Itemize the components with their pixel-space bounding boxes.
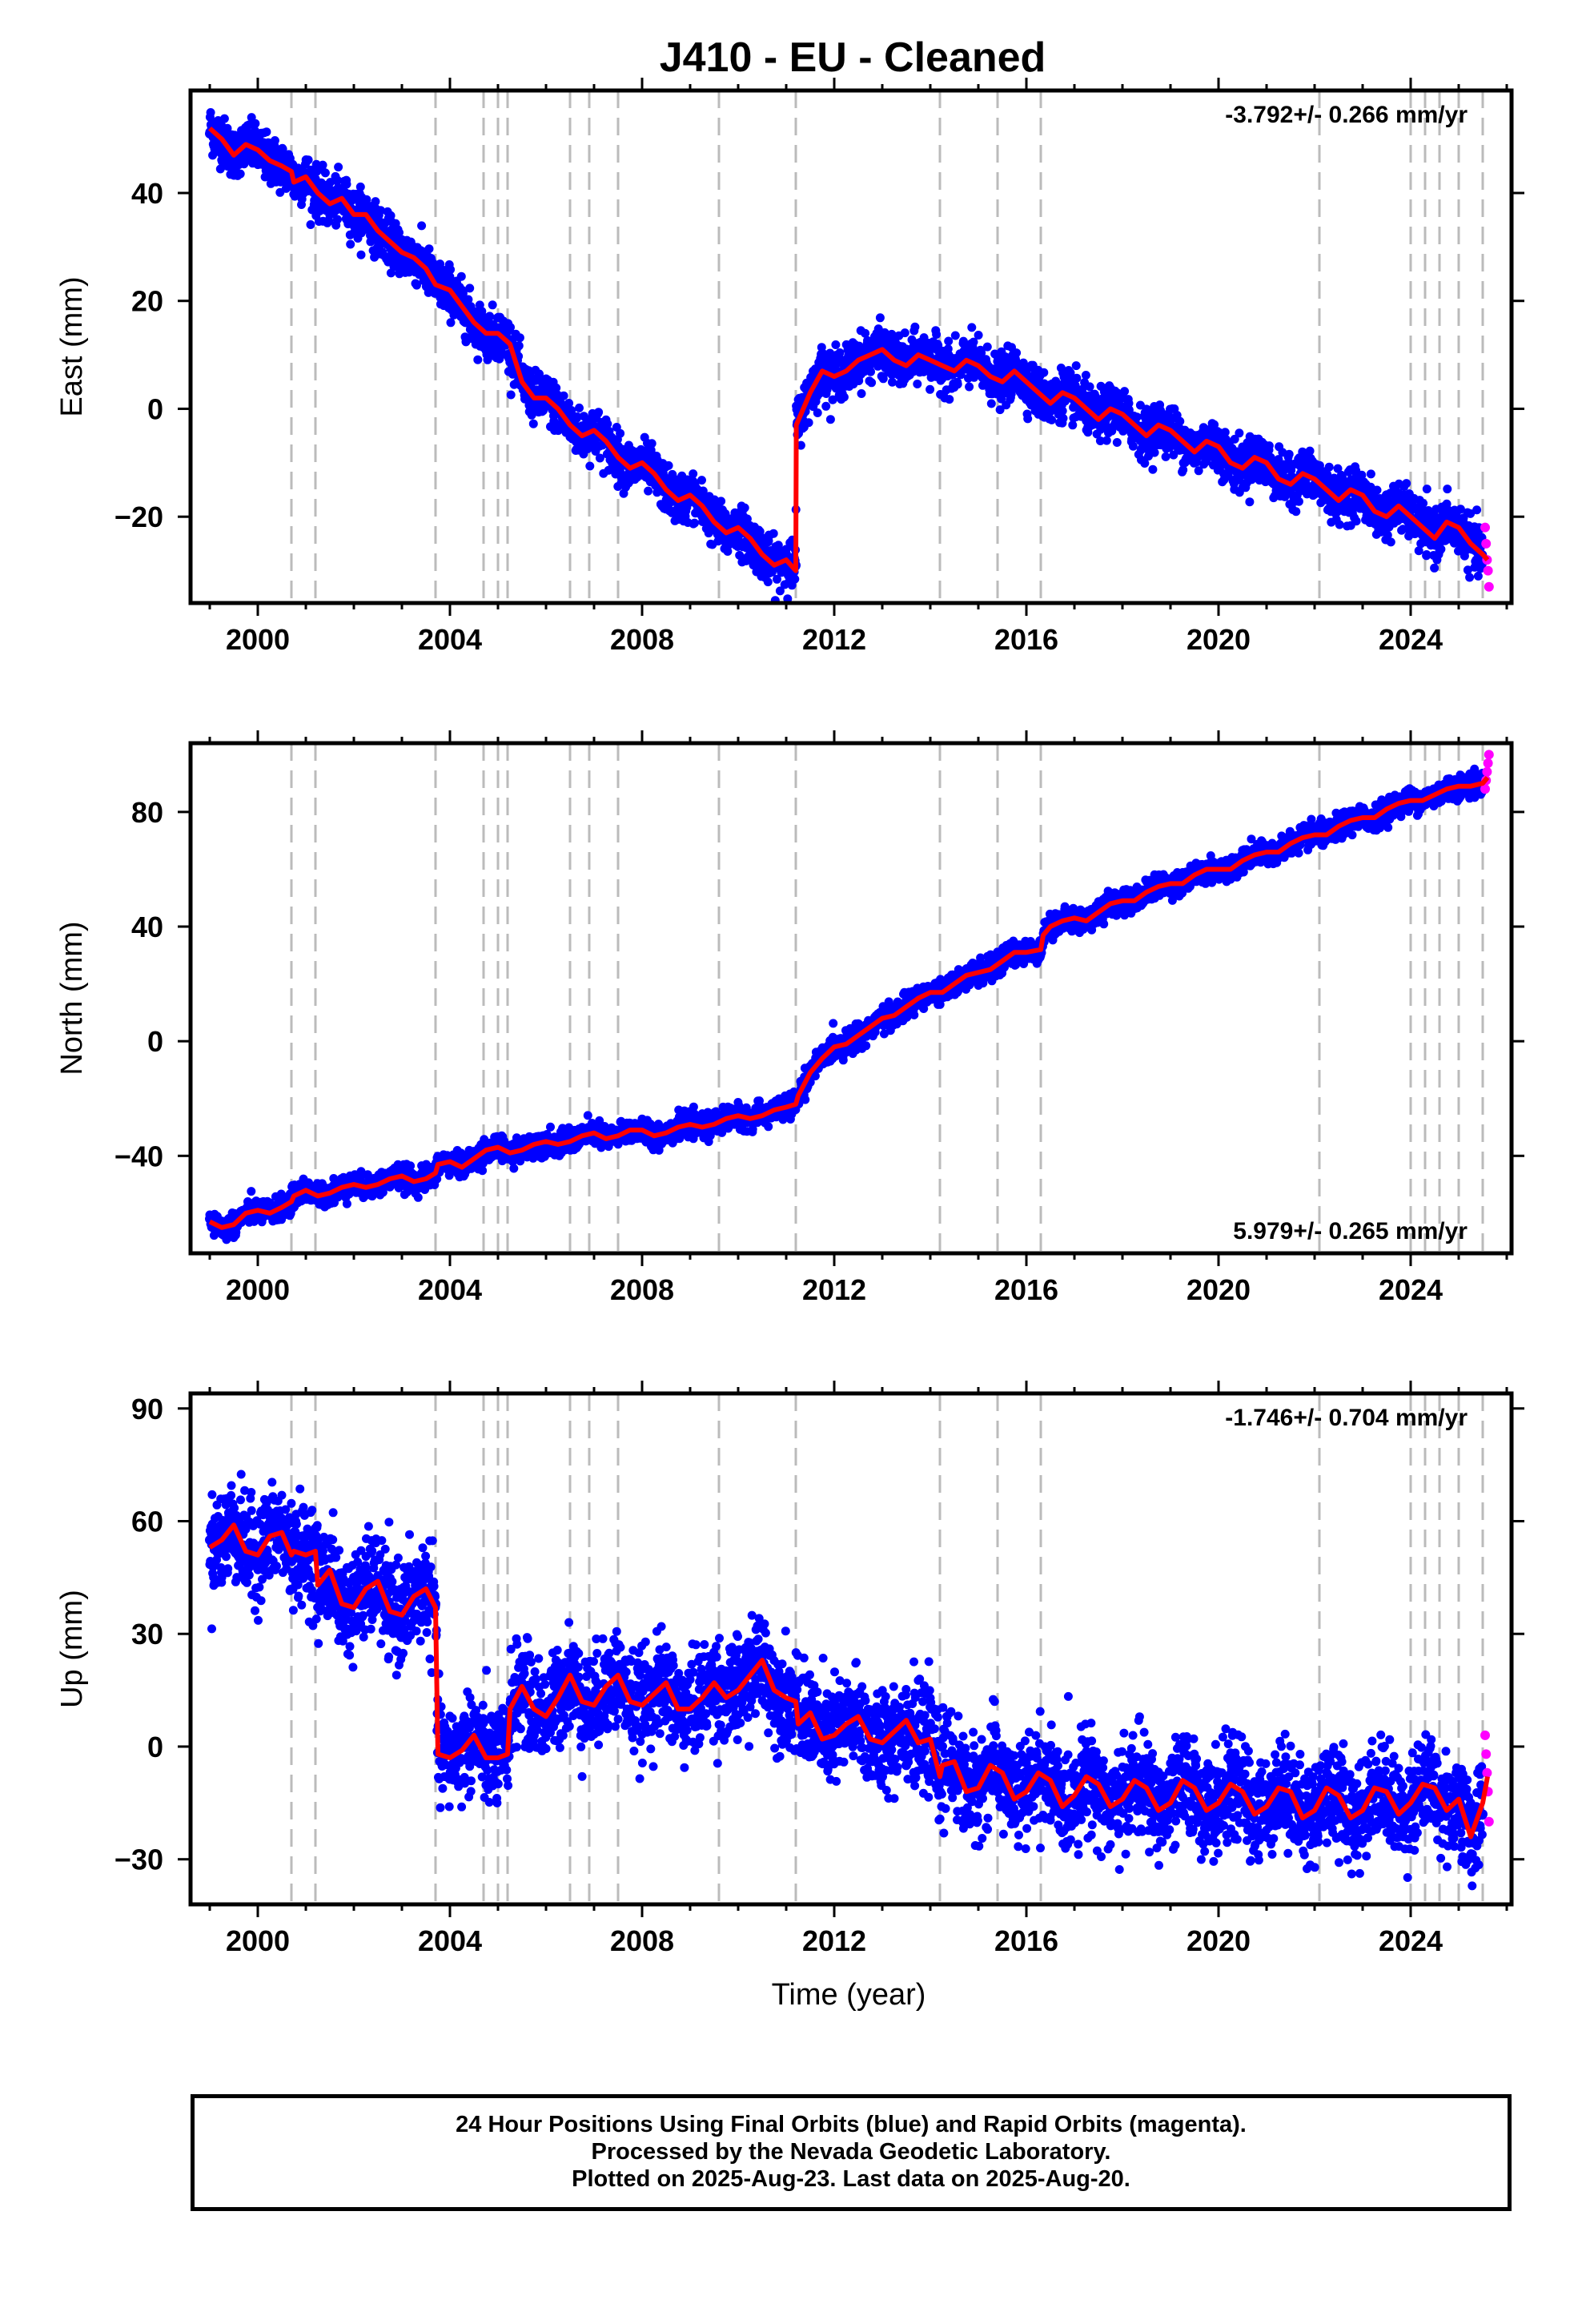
x-tick-label: 2004 (418, 1924, 482, 1957)
rapid-data-point (1482, 1767, 1492, 1778)
up-panel: 2000 2004 2008 2012 2016 2020 2024 −30 0 30 60 90 Up… (55, 1381, 1524, 2012)
rapid-data-point (1481, 1749, 1492, 1759)
x-tick-label: 2000 (226, 1273, 290, 1306)
rapid-data-point (1483, 758, 1493, 769)
y-tick-label: −30 (114, 1844, 163, 1876)
y-axis-label: North (mm) (55, 921, 89, 1075)
east-panel: 2000 2004 2008 2012 2016 2020 2024 −20 0 20 40 East… (55, 78, 1524, 656)
velocity-annotation: 5.979+/- 0.265 mm/yr (1233, 1218, 1468, 1244)
plot-frame (188, 88, 1514, 605)
north-panel: 2000 2004 2008 2012 2016 2020 2024 −40 0 40 80 Nort… (55, 730, 1524, 1306)
x-tick-label: 2024 (1379, 1924, 1443, 1957)
footer-box: 24 Hour Positions Using Final Orbits (bl… (191, 2094, 1512, 2211)
y-tick-label: 0 (147, 392, 163, 425)
y-tick-label: −20 (114, 501, 163, 533)
x-tick-label: 2020 (1186, 1273, 1251, 1306)
data-point-cloud (205, 108, 1488, 603)
model-line (208, 126, 1490, 573)
rapid-data-point (1483, 565, 1493, 576)
y-axis-label: Up (mm) (55, 1590, 89, 1708)
x-tick-label: 2000 (226, 1924, 290, 1957)
y-tick-label: 40 (131, 911, 163, 943)
x-tick-label: 2020 (1186, 1924, 1251, 1957)
y-tick-label: 40 (131, 177, 163, 210)
x-tick-label: 2004 (418, 623, 482, 656)
x-tick-label: 2024 (1379, 623, 1443, 656)
rapid-data-point (1480, 784, 1490, 794)
x-axis-label: Time (year) (772, 1978, 926, 2012)
rapid-data-point (1484, 1816, 1494, 1827)
model-line (208, 1522, 1490, 1839)
page-title: J410 - EU - Cleaned (659, 34, 1046, 81)
rapid-data-point (1480, 1730, 1490, 1740)
x-tick-label: 2008 (610, 623, 674, 656)
y-tick-label: −40 (114, 1140, 163, 1172)
rapid-data-point (1482, 766, 1492, 777)
y-axis-label: East (mm) (55, 276, 89, 416)
y-tick-label: 60 (131, 1506, 163, 1538)
y-tick-label: 20 (131, 285, 163, 318)
plot-frame (188, 741, 1514, 1256)
x-tick-label: 2008 (610, 1924, 674, 1957)
x-tick-label: 2020 (1186, 623, 1251, 656)
model-line (208, 775, 1490, 1230)
plot-frame (188, 1391, 1514, 1907)
x-tick-label: 2012 (802, 623, 866, 656)
x-tick-label: 2004 (418, 1273, 482, 1306)
x-tick-label: 2008 (610, 1273, 674, 1306)
x-tick-label: 2016 (994, 1924, 1058, 1957)
rapid-data-point (1480, 522, 1490, 533)
rapid-data-point (1484, 750, 1494, 760)
footer-line-2: Processed by the Nevada Geodetic Laborat… (591, 2139, 1111, 2165)
x-tick-label: 2016 (994, 1273, 1058, 1306)
rapid-data-point (1484, 581, 1494, 592)
x-tick-label: 2012 (802, 1273, 866, 1306)
final-orbit-points (205, 1470, 1488, 1891)
footer-line-1: 24 Hour Positions Using Final Orbits (bl… (456, 2112, 1247, 2137)
rapid-data-point (1481, 538, 1492, 549)
data-point-cloud (205, 1470, 1488, 1891)
y-tick-label: 0 (147, 1025, 163, 1058)
x-tick-label: 2016 (994, 623, 1058, 656)
x-tick-label: 2000 (226, 623, 290, 656)
velocity-annotation: -1.746+/- 0.704 mm/yr (1225, 1405, 1468, 1431)
y-tick-label: 80 (131, 796, 163, 829)
x-tick-label: 2012 (802, 1924, 866, 1957)
y-tick-label: 30 (131, 1618, 163, 1651)
x-tick-label: 2024 (1379, 1273, 1443, 1306)
y-tick-label: 90 (131, 1393, 163, 1425)
y-tick-label: 0 (147, 1731, 163, 1763)
footer-line-3: Plotted on 2025-Aug-23. Last data on 202… (572, 2166, 1130, 2192)
velocity-annotation: -3.792+/- 0.266 mm/yr (1225, 102, 1468, 128)
